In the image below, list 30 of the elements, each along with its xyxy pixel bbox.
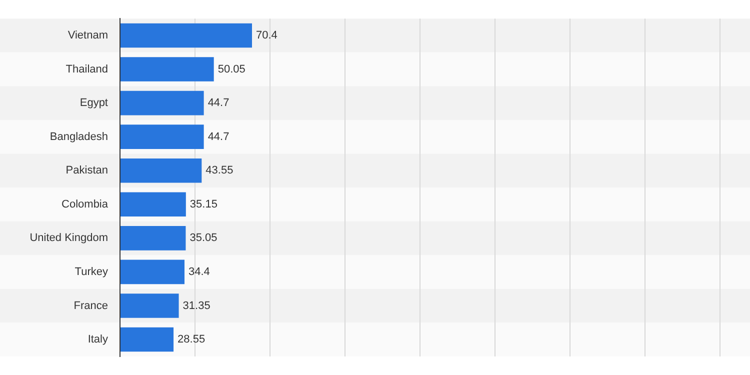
y-tick-label: France: [74, 300, 108, 312]
y-tick-label: Italy: [88, 334, 108, 346]
data-label: 35.15: [190, 198, 218, 210]
y-tick-label: Vietnam: [68, 30, 108, 42]
data-label: 43.55: [206, 164, 234, 177]
bar: [120, 158, 202, 183]
y-tick-label: Bangladesh: [50, 130, 108, 143]
data-label: 50.05: [218, 63, 246, 76]
data-label: 34.4: [188, 266, 210, 278]
bar: [120, 260, 184, 284]
bar: [120, 124, 204, 149]
data-label: 44.7: [208, 130, 230, 143]
bar: [120, 90, 204, 116]
bar: [120, 192, 186, 217]
y-tick-label: Egypt: [80, 97, 108, 110]
data-label: 70.4: [256, 30, 278, 42]
bar: [120, 294, 179, 318]
data-label: 31.35: [182, 300, 210, 312]
bar: [120, 23, 252, 48]
data-label: 35.05: [190, 232, 218, 244]
y-tick-label: Turkey: [74, 266, 108, 278]
y-tick-label: United Kingdom: [30, 232, 108, 244]
bar: [120, 226, 186, 250]
data-label: 28.55: [178, 334, 206, 346]
data-label: 44.7: [208, 97, 230, 110]
y-tick-label: Thailand: [66, 63, 108, 76]
bar: [120, 57, 214, 82]
y-tick-label: Colombia: [62, 198, 109, 210]
y-tick-label: Pakistan: [66, 164, 108, 177]
bar: [120, 327, 174, 352]
